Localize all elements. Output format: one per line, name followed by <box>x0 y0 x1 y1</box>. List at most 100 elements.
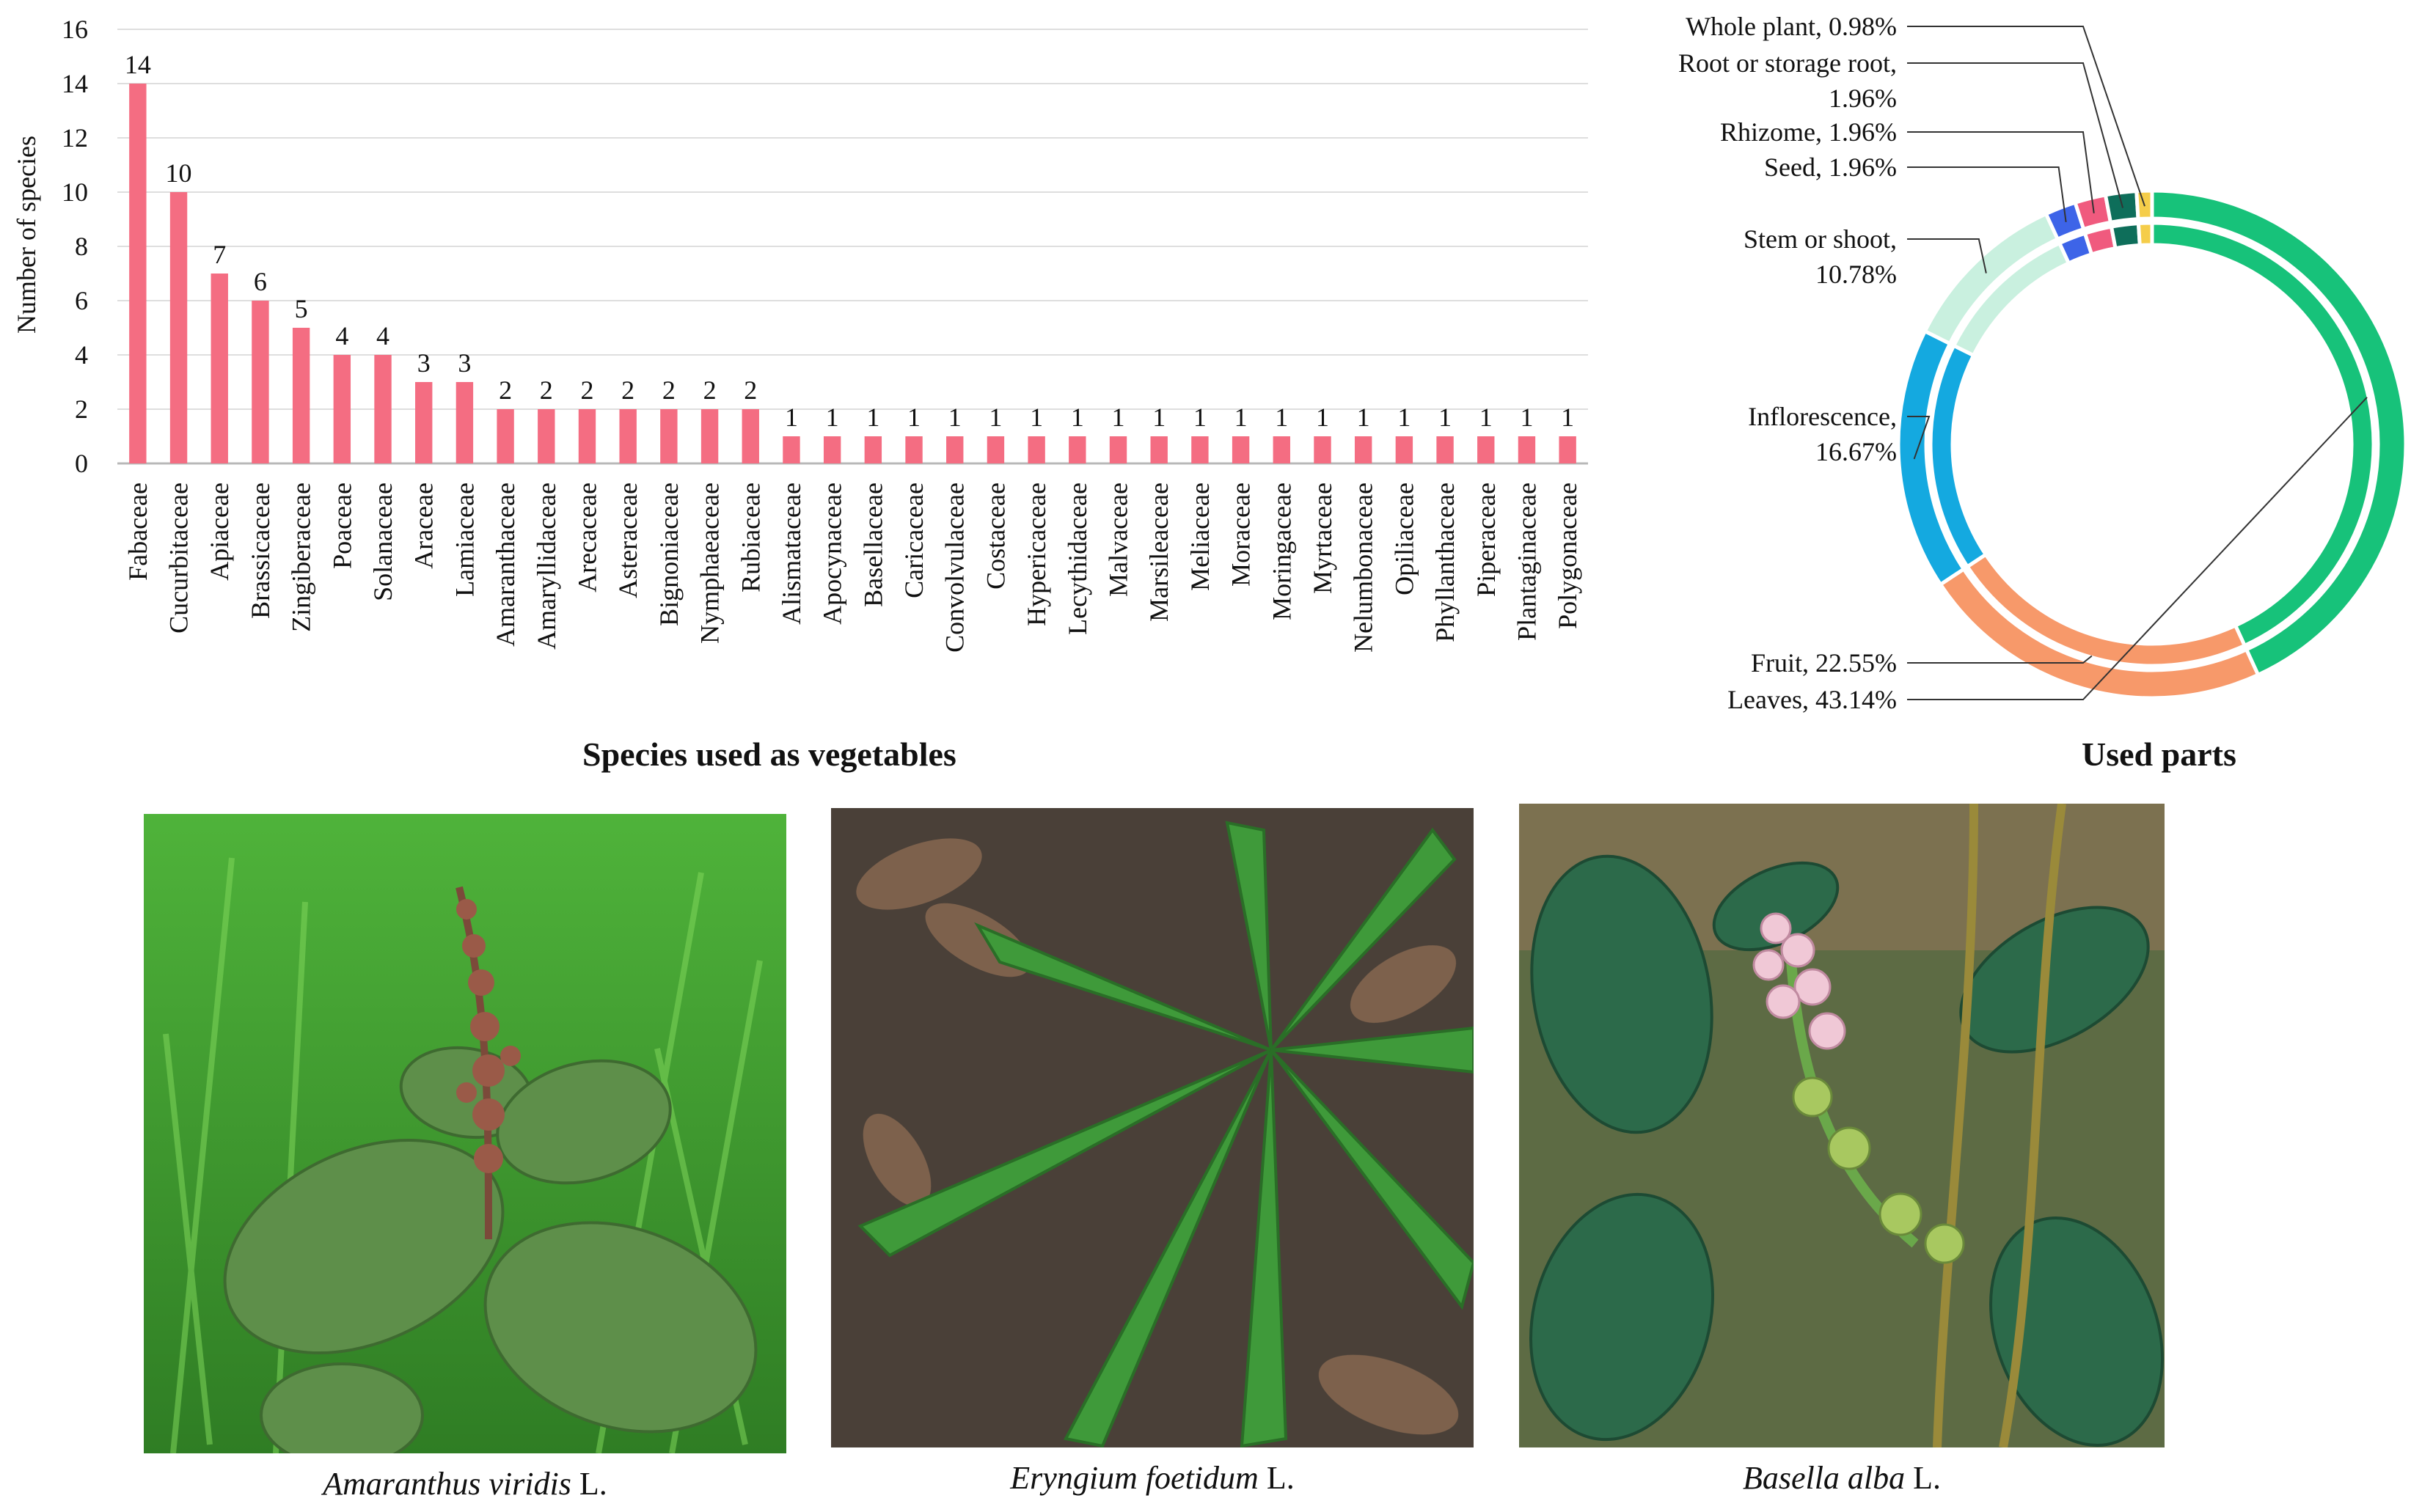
y-tick-label: 14 <box>62 69 88 98</box>
value-label: 1 <box>1316 403 1329 432</box>
x-tick-label: Piperaceae <box>1471 482 1501 597</box>
bar-amaryllidaceae <box>538 409 555 463</box>
bar-nelumbonaceae <box>1354 436 1372 463</box>
bar-brassicaceae <box>252 301 269 463</box>
bar-solanaceae <box>374 355 392 463</box>
bar-fabaceae <box>129 84 147 463</box>
bar-nymphaeaceae <box>700 409 719 463</box>
bar-y-tick-labels: 0 2 4 6 8 10 12 14 16 <box>62 15 88 478</box>
bar-bars <box>129 84 1576 463</box>
x-tick-label: Asteraceae <box>613 482 643 598</box>
bar-caricaceae <box>905 436 923 463</box>
donut-slice <box>2109 221 2142 251</box>
x-tick-label: Moraceae <box>1226 482 1256 587</box>
x-tick-label: Cucurbitaceae <box>164 482 194 634</box>
value-label: 2 <box>540 375 553 405</box>
x-tick-label: Lamiaceae <box>450 482 479 597</box>
value-label: 1 <box>1112 403 1125 432</box>
x-tick-label: Plantaginaceae <box>1512 482 1541 641</box>
value-label: 1 <box>1234 403 1248 432</box>
x-tick-label: Apiaceae <box>205 482 234 581</box>
bar-zingiberaceae <box>292 328 310 463</box>
bar-rubiaceae <box>742 409 759 463</box>
bar-alismataceae <box>783 436 800 463</box>
photo-basella-alba <box>1519 804 2165 1447</box>
value-label: 1 <box>1357 403 1370 432</box>
x-tick-label: Fabaceae <box>123 482 153 581</box>
y-tick-label: 0 <box>75 449 88 478</box>
bar-apiaceae <box>211 274 228 463</box>
x-tick-label: Brassicaceae <box>246 482 275 619</box>
donut-callout-label: Fruit, 22.55% <box>1751 648 1897 678</box>
value-label: 1 <box>907 403 921 432</box>
donut-callout-label: Rhizome, 1.96% <box>1720 117 1897 147</box>
value-label: 2 <box>621 375 634 405</box>
x-tick-label: Bignoniaceae <box>654 482 684 626</box>
caption-basella-alba: Basella alba L. <box>1519 1459 2165 1497</box>
x-tick-label: Hypericaceae <box>1022 482 1051 626</box>
donut-callout-label: Stem or shoot, 10.78% <box>1744 224 1897 289</box>
bar-bignoniaceae <box>660 409 678 463</box>
y-tick-label: 12 <box>62 123 88 153</box>
value-label: 14 <box>125 50 151 79</box>
x-tick-label: Lecythidaceae <box>1063 482 1092 635</box>
caption-author: L. <box>571 1466 607 1502</box>
donut-rings <box>1896 188 2408 700</box>
value-label: 1 <box>1561 403 1574 432</box>
bar-cucurbitaceae <box>169 192 188 463</box>
value-label: 2 <box>662 375 676 405</box>
y-tick-label: 10 <box>62 177 88 207</box>
x-tick-label: Convolvulaceae <box>940 482 970 653</box>
value-label: 1 <box>989 403 1002 432</box>
x-tick-label: Opiliaceae <box>1389 482 1419 595</box>
x-tick-label: Caricaceae <box>899 482 929 598</box>
x-tick-label: Nelumbonaceae <box>1349 482 1378 653</box>
bar-moraceae <box>1232 436 1250 463</box>
value-label: 1 <box>785 403 798 432</box>
donut-callout-line <box>1907 62 2124 208</box>
bar-phyllanthaceae <box>1436 436 1454 463</box>
donut-callout-line <box>1907 238 1987 274</box>
value-label: 1 <box>1397 403 1411 432</box>
value-label: 5 <box>295 294 308 323</box>
donut-callout-line <box>1907 26 2145 207</box>
value-label: 1 <box>1030 403 1043 432</box>
bar-opiliaceae <box>1395 436 1413 463</box>
caption-species-name: Eryngium foetidum <box>1010 1460 1259 1496</box>
bar-moringaceae <box>1273 436 1290 463</box>
donut-callout-line <box>1907 397 2368 700</box>
donut-callout-line <box>1907 131 2095 213</box>
x-tick-label: Myrtaceae <box>1308 482 1337 594</box>
x-tick-label: Amaryllidaceae <box>532 482 561 650</box>
x-tick-label: Nymphaeaceae <box>695 482 725 644</box>
bar-piperaceae <box>1477 436 1495 463</box>
x-tick-label: Basellaceae <box>858 482 888 607</box>
bar-x-tick-labels: Fabaceae Cucurbitaceae Apiaceae Brassicacea… <box>123 482 1582 653</box>
bar-apocynaceae <box>823 436 841 463</box>
bar-chart-title: Species used as vegetables <box>582 735 956 773</box>
value-label: 10 <box>166 158 192 188</box>
x-tick-label: Zingiberaceae <box>287 482 316 632</box>
bar-gridlines <box>117 29 1588 465</box>
caption-species-name: Amaranthus viridis <box>323 1466 571 1502</box>
value-label: 1 <box>948 403 962 432</box>
x-tick-label: Amaranthaceae <box>491 482 520 647</box>
value-label: 2 <box>499 375 512 405</box>
donut-callout-line <box>1907 416 1931 460</box>
x-tick-label: Moringaceae <box>1267 482 1296 620</box>
bar-poaceae <box>333 355 351 463</box>
donut-callout-label: Leaves, 43.14% <box>1727 685 1897 714</box>
value-label: 1 <box>1152 403 1166 432</box>
y-tick-label: 6 <box>75 286 88 315</box>
donut-callout-label: Whole plant, 0.98% <box>1686 12 1897 41</box>
x-tick-label: Polygonaceae <box>1553 482 1582 629</box>
donut-chart-title: Used parts <box>2082 735 2236 773</box>
value-label: 2 <box>580 375 593 405</box>
value-label: 4 <box>376 321 389 351</box>
value-label: 1 <box>826 403 839 432</box>
x-tick-label: Meliaceae <box>1185 482 1215 591</box>
x-tick-label: Solanaceae <box>368 482 398 601</box>
y-tick-label: 16 <box>62 15 88 44</box>
